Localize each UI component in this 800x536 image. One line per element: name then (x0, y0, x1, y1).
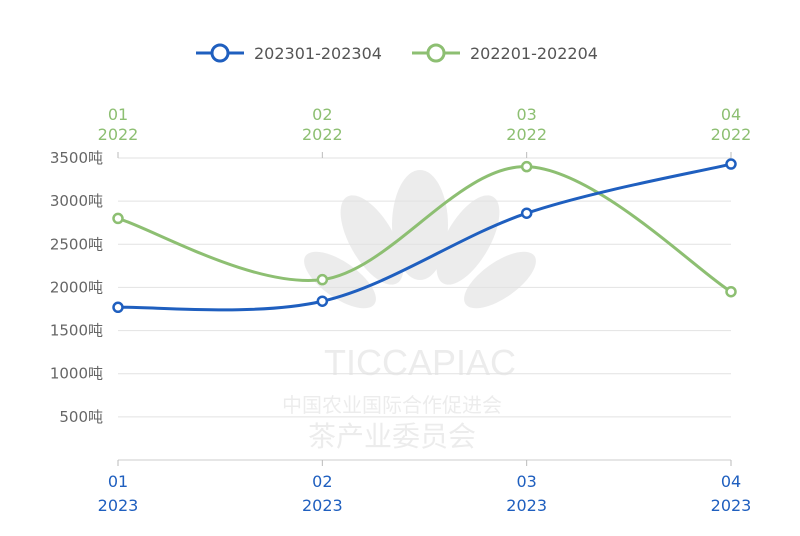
legend-marker (426, 43, 446, 63)
y-axis: 500吨 1000吨 1500吨 2000吨 2500吨 3000吨 3500吨 (50, 149, 103, 426)
y-tick-label: 3500吨 (50, 149, 103, 167)
y-tick-label: 3000吨 (50, 192, 103, 210)
x-bottom-month-label: 01 (108, 472, 128, 491)
y-tick-label: 500吨 (59, 408, 103, 426)
watermark-line3: 茶产业委员会 (308, 420, 476, 453)
x-top-month-label: 04 (721, 105, 741, 124)
legend-label: 202201-202204 (470, 44, 598, 63)
x-top-year-label: 2022 (302, 125, 343, 144)
x-bottom-month-label: 03 (516, 472, 536, 491)
x-bottom-month-label: 04 (721, 472, 741, 491)
watermark-line2: 中国农业国际合作促进会 (282, 393, 502, 417)
gridlines (118, 157, 731, 461)
legend-label: 202301-202304 (254, 44, 382, 63)
x-top-month-label: 02 (312, 105, 332, 124)
y-tick-label: 2000吨 (50, 278, 103, 296)
legend-marker (210, 43, 230, 63)
data-point (316, 295, 329, 307)
x-axis-bottom: 01 2023 02 2023 03 2023 04 2023 (98, 460, 752, 515)
x-top-year-label: 2022 (98, 125, 139, 144)
data-point (112, 212, 124, 225)
series-line-202201-202204 (116, 165, 733, 294)
y-tick-label: 1500吨 (50, 322, 103, 340)
x-bottom-year-label: 2023 (506, 496, 547, 515)
series-line-202301-202304 (116, 162, 733, 312)
legend: 202301-202304 202201-202204 (196, 43, 598, 63)
x-top-month-label: 01 (108, 105, 128, 124)
x-bottom-year-label: 2023 (302, 496, 343, 515)
watermark-line1: TICCAPIAC (324, 342, 516, 383)
data-point (520, 160, 533, 173)
data-point (112, 301, 124, 314)
x-top-year-label: 2022 (711, 125, 752, 144)
data-point (725, 285, 737, 298)
y-tick-label: 1000吨 (50, 365, 103, 383)
y-tick-label: 2500吨 (50, 235, 103, 253)
x-top-month-label: 03 (516, 105, 536, 124)
series-group (112, 158, 737, 314)
leaf-emblem-icon (304, 170, 536, 309)
data-point (520, 207, 533, 219)
x-bottom-year-label: 2023 (711, 496, 752, 515)
x-bottom-year-label: 2023 (98, 496, 139, 515)
watermark: TICCAPIAC 中国农业国际合作促进会 茶产业委员会 (282, 170, 536, 453)
x-bottom-month-label: 02 (312, 472, 332, 491)
x-top-year-label: 2022 (506, 125, 547, 144)
data-point (725, 158, 737, 170)
data-point (316, 273, 329, 286)
